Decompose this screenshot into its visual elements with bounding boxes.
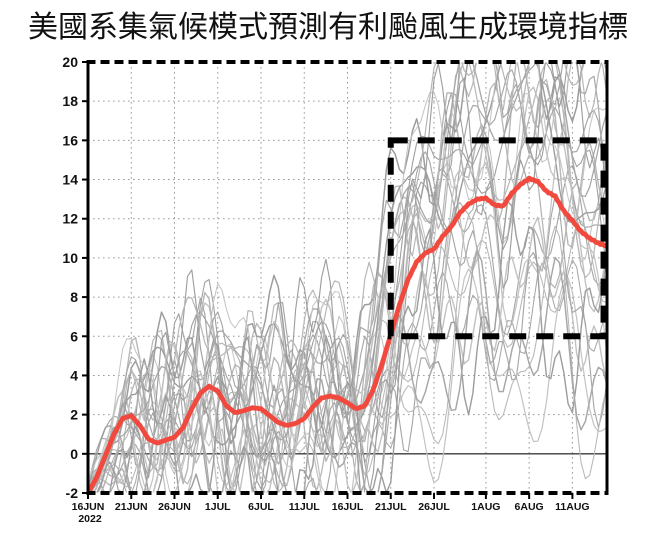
y-axis-label: 16: [62, 132, 78, 148]
y-axis-label: 14: [62, 172, 78, 188]
y-axis-label: 6: [70, 328, 78, 344]
ensemble-mean-group: [89, 175, 606, 493]
ensemble-member-line: [89, 143, 606, 493]
ensemble-member-line: [96, 62, 606, 493]
y-axis-label: 10: [62, 250, 78, 266]
ensemble-member-line: [89, 76, 606, 493]
ensemble-member-line: [89, 200, 606, 493]
y-axis-label: 18: [62, 93, 78, 109]
ensemble-mean-line: [89, 175, 606, 493]
ensemble-member-line: [89, 62, 606, 489]
ensemble-member-line: [89, 62, 606, 487]
ensemble-member-line: [89, 69, 606, 493]
x-axis-label: 26JUN: [158, 501, 191, 513]
y-axis-label: 4: [70, 367, 78, 383]
ensemble-members-group: [89, 62, 606, 493]
x-axis-label: 11JUL: [289, 501, 321, 513]
y-axis-label: 20: [62, 54, 78, 70]
ensemble-member-line: [89, 268, 606, 493]
ensemble-member-line: [92, 62, 606, 493]
y-axis-label: 8: [70, 289, 78, 305]
x-axis-label: 16JUN: [72, 501, 105, 513]
x-axis-label: 1JUL: [205, 501, 231, 513]
ensemble-member-line: [96, 62, 606, 493]
x-axis-label: 16JUL: [332, 501, 364, 513]
x-axis-label: 6JUL: [248, 501, 274, 513]
x-axis-year-label: 2022: [78, 513, 102, 525]
x-axis-label: 26JUL: [418, 501, 450, 513]
ensemble-member-line: [89, 82, 606, 493]
y-axis-label: 2: [70, 407, 78, 423]
y-axis-label: -2: [66, 485, 79, 501]
x-axis-label: 21JUL: [375, 501, 407, 513]
highlight-box: [387, 137, 607, 340]
x-axis-label: 6AUG: [515, 501, 544, 513]
x-axis-label: 11AUG: [555, 501, 589, 513]
x-axis-label: 21JUN: [115, 501, 148, 513]
y-axis-label: 12: [62, 211, 78, 227]
chart-title: 美國系集氣候模式預測有利颱風生成環境指標: [28, 11, 628, 44]
y-axis-label: 0: [70, 446, 78, 462]
ensemble-member-line: [101, 214, 606, 493]
x-axis-label: 1AUG: [471, 501, 500, 513]
ensemble-member-line: [99, 259, 606, 493]
